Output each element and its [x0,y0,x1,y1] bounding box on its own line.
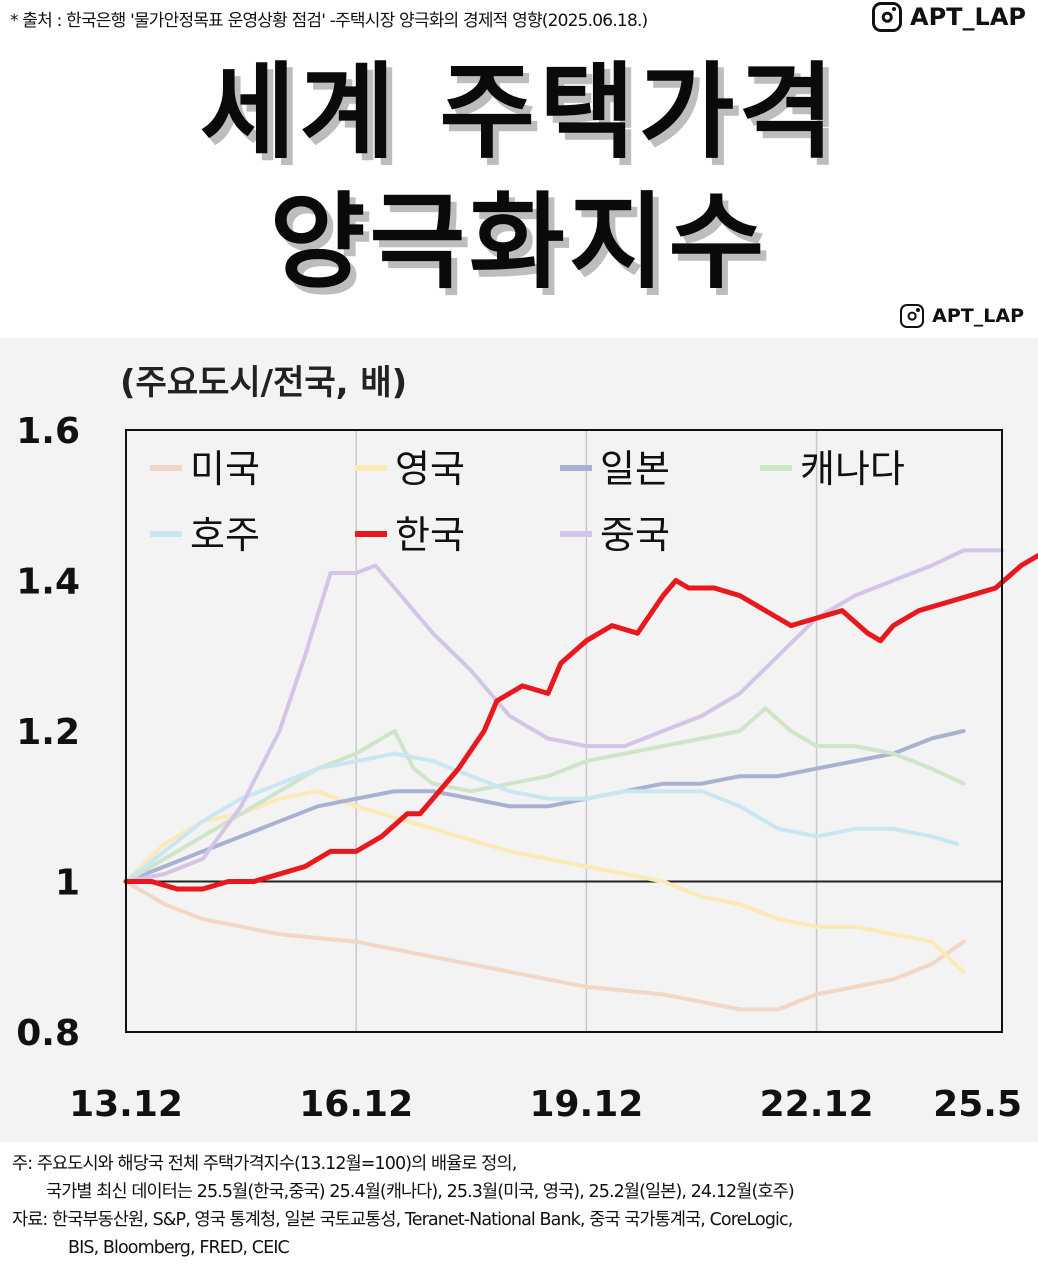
x-tick-label: 22.12 [760,1084,874,1125]
source-citation: * 출처 : 한국은행 '물가안정목표 운영상황 점검' -주택시장 양극화의 … [10,11,648,31]
legend-label: 영국 [395,447,465,491]
y-tick-label: 0.8 [16,1013,80,1054]
note-line-1: 주: 주요도시와 해당국 전체 주택가격지수(13.12월=100)의 배율로 … [12,1154,517,1174]
chart-panel: (주요도시/전국, 배) 1.6 1.4 1.2 1 0.8 13.12 16.12 19.1… [0,338,1038,1142]
axis-ticks: 1.6 1.4 1.2 1 0.8 13.12 16.12 19.12 22.12 25.5 [16,411,1022,1125]
legend-label: 호주 [190,513,260,557]
instagram-handle: APT_LAP [932,305,1024,327]
x-tick-label: 16.12 [299,1084,413,1125]
series-line-중국 [124,548,1004,884]
series-line-호주 [124,751,960,884]
legend-label: 한국 [395,513,465,557]
instagram-handle: APT_LAP [910,3,1026,31]
instagram-badge-top[interactable]: APT_LAP [872,2,1026,32]
chart-notes: 주: 주요도시와 해당국 전체 주택가격지수(13.12월=100)의 배율로 … [12,1150,795,1262]
note-line-2: 국가별 최신 데이터는 25.5월(한국,중국) 25.4월(캐나다), 25.… [46,1182,795,1202]
y-axis-label: (주요도시/전국, 배) [120,363,407,403]
legend-label: 캐나다 [800,447,905,491]
y-tick-label: 1 [55,863,80,904]
x-tick-label: 13.12 [69,1084,183,1125]
polarization-line-chart: (주요도시/전국, 배) 1.6 1.4 1.2 1 0.8 13.12 16.12 19.1… [16,363,1038,1125]
page-title-line1: 세계 주택가격 [199,51,839,173]
page-title-line2: 양극화지수 [269,181,769,303]
y-tick-label: 1.6 [16,411,80,452]
instagram-icon [900,304,925,328]
source-line-2: BIS, Bloomberg, FRED, CEIC [68,1238,290,1258]
y-tick-label: 1.4 [16,562,80,603]
instagram-icon [872,2,902,32]
grid-lines [126,430,1002,1032]
series-line-미국 [124,879,966,1012]
series-line-한국 [123,552,1038,892]
series-line-일본 [124,729,966,884]
plot-frame [125,429,1003,1033]
source-line-1: 자료: 한국부동산원, S&P, 영국 통계청, 일본 국토교통성, Teran… [12,1210,793,1230]
legend-label: 중국 [600,513,670,557]
x-tick-label: 25.5 [933,1084,1022,1125]
y-tick-label: 1.2 [16,712,80,753]
series-lines [123,548,1038,1012]
x-tick-label: 19.12 [529,1084,643,1125]
legend-label: 일본 [600,447,670,491]
instagram-badge-mid[interactable]: APT_LAP [900,304,1024,328]
legend-label: 미국 [190,447,260,491]
series-line-캐나다 [124,706,966,884]
